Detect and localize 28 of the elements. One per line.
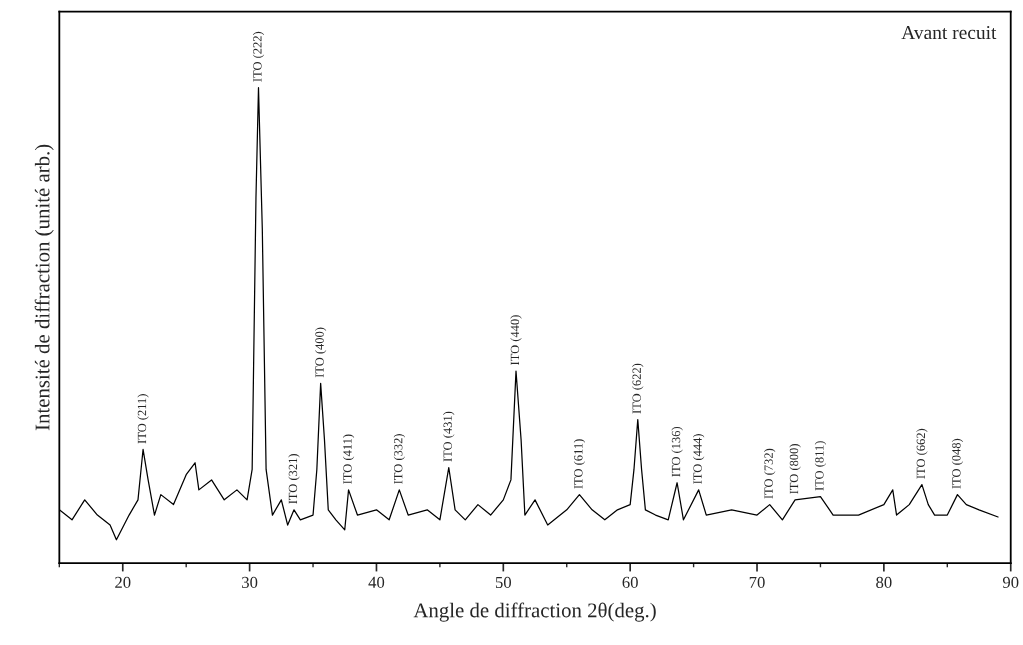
x-tick-label: 20 [115,576,131,589]
annotation: ITO (400) [314,327,327,378]
text: Avant recuit [901,26,997,40]
x-tick-label: 90 [1002,576,1019,589]
x-tick-label: 30 [242,576,258,589]
x-tick-label: 80 [876,576,892,589]
annotation: ITO (411) [342,434,355,484]
annotation: ITO (444) [693,434,705,484]
x-tick-label: 40 [368,576,385,589]
x-tick-label: 60 [622,576,638,589]
annotation: ITO (332) [393,434,405,484]
x-axis-title: Angle de diffraction 2θ(deg.) [413,602,656,622]
annotation: ITO (662) [916,428,928,479]
annotation: ITO (048) [951,438,964,489]
annotation: ITO (811) [814,441,827,491]
annotation: ITO (622) [632,363,644,414]
annotation: ITO (321) [288,454,300,504]
annotation: ITO (732) [764,448,776,499]
annotation: ITO (211) [137,394,149,444]
annotation: ITO (431) [443,411,455,462]
annotation: ITO (136) [671,426,683,477]
y-axis-title: Intensité de diffraction (unité arb.) [34,144,54,431]
annotation: ITO (800) [789,444,801,494]
annotation: ITO (222) [252,31,265,82]
annotation: ITO (440) [510,315,522,366]
x-tick-label: 70 [749,576,765,589]
annotation: ITO (611) [573,439,586,489]
x-tick-label: 50 [495,576,512,589]
